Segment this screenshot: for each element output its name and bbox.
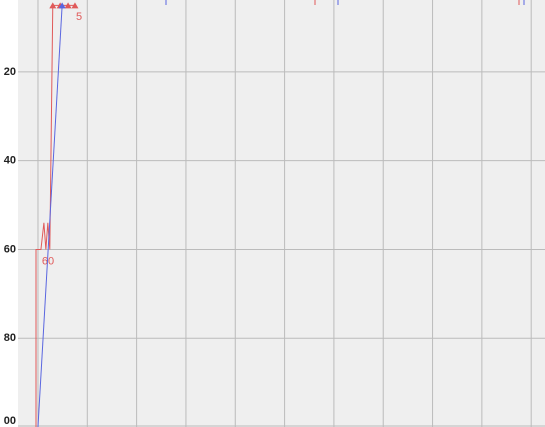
point-marker <box>64 2 72 9</box>
series-line <box>37 5 63 427</box>
data-label: 5 <box>76 11 82 23</box>
point-marker <box>71 2 79 9</box>
point-marker <box>58 2 66 9</box>
point-marker <box>49 2 57 9</box>
y-tick-label: 40 <box>4 155 16 167</box>
y-tick-label: 60 <box>4 243 16 255</box>
y-tick-label: 20 <box>4 66 16 78</box>
plot-area <box>18 0 545 427</box>
data-label: 60 <box>42 255 54 267</box>
y-tick-label: 80 <box>4 332 16 344</box>
y-tick-label: 00 <box>4 415 16 427</box>
